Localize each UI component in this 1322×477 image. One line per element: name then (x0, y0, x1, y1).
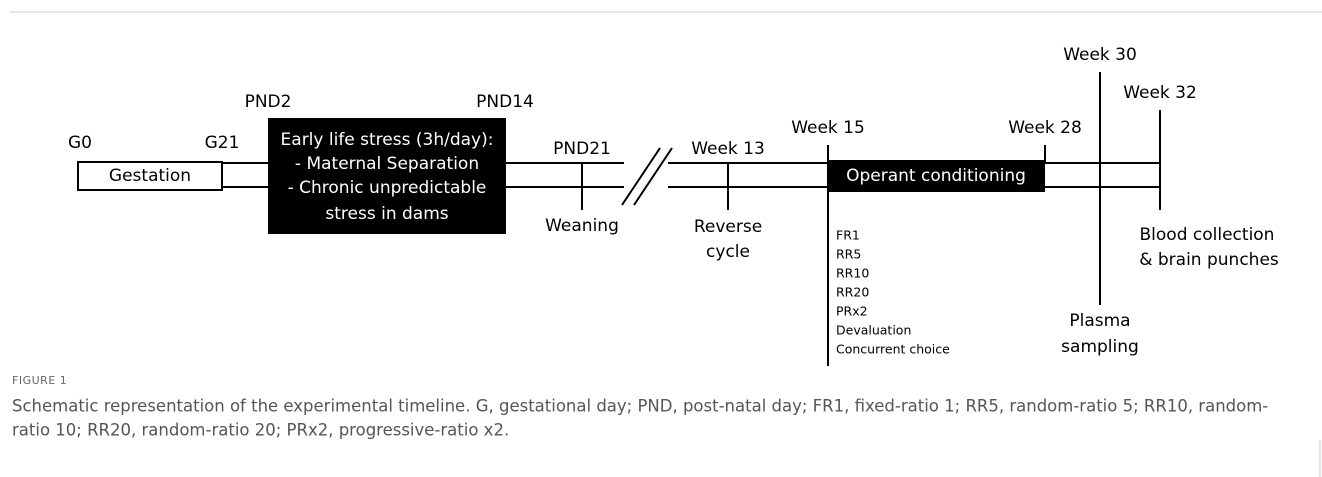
schedule-item: Concurrent choice (836, 342, 950, 357)
time-label: Week 32 (1123, 83, 1197, 103)
stress-text: - Chronic unpredictable (288, 178, 487, 198)
time-label: PND2 (245, 92, 292, 112)
break-slash (633, 147, 673, 206)
time-label: PND21 (553, 139, 611, 159)
schedule-item: RR10 (836, 266, 869, 281)
event-label: Weaning (545, 216, 619, 236)
schedule-item: RR5 (836, 247, 861, 262)
time-label: Week 30 (1063, 45, 1137, 65)
time-label: Week 13 (691, 139, 765, 159)
event-label: Plasma (1069, 311, 1130, 331)
event-label: & brain punches (1139, 250, 1279, 270)
stress-box (268, 118, 506, 234)
event-label: sampling (1061, 337, 1139, 357)
stress-text: - Maternal Separation (295, 154, 479, 174)
schedule-item: Devaluation (836, 323, 911, 338)
phase-label: Gestation (109, 166, 191, 186)
schedule-item: PRx2 (836, 304, 868, 319)
event-label: Blood collection (1140, 225, 1275, 245)
break-slash (621, 147, 661, 206)
gestation-box (77, 161, 223, 191)
figure-label: FIGURE 1 (12, 374, 67, 387)
time-label: Week 15 (791, 118, 865, 138)
caption-text: Schematic representation of the experime… (12, 397, 1268, 416)
event-label: cycle (706, 242, 750, 262)
operant-box (828, 160, 1045, 192)
time-label: G21 (205, 133, 240, 153)
stress-text: Early life stress (3h/day): (281, 130, 494, 150)
stress-text: stress in dams (325, 204, 448, 224)
phase-label: Operant conditioning (846, 166, 1026, 186)
schedule-list: FR1 RR5 RR10 RR20 PRx2 Devaluation Concurrent … (836, 228, 950, 357)
event-label: Reverse (694, 217, 762, 237)
time-label: PND14 (476, 92, 534, 112)
time-label: Week 28 (1008, 118, 1082, 138)
time-label: G0 (68, 133, 92, 153)
schedule-item: RR20 (836, 285, 869, 300)
schedule-item: FR1 (836, 228, 860, 243)
caption-text: ratio 10; RR20, random-ratio 20; PRx2, p… (12, 421, 509, 440)
